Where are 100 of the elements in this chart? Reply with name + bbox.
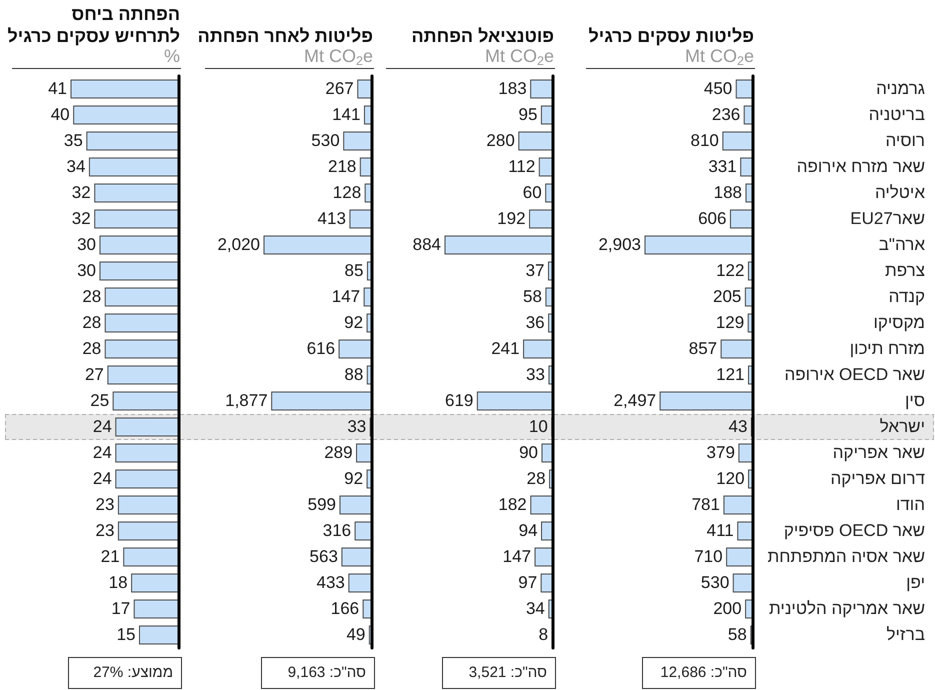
data-label: 147 <box>502 547 532 568</box>
data-label: 8 <box>538 625 548 646</box>
data-label: 563 <box>310 547 338 568</box>
data-label: 18 <box>108 573 128 594</box>
chart-subtitle: Mt CO$_{2}$e <box>304 44 373 68</box>
data-label: 35 <box>64 131 83 152</box>
text: סה"כ: 12,686 <box>660 664 747 682</box>
data-label: 36 <box>526 313 545 334</box>
data-label: 28 <box>82 339 102 360</box>
data-label: 15 <box>116 625 136 646</box>
data-label: 112 <box>508 157 536 178</box>
data-label: 120 <box>716 469 745 490</box>
data-label: 236 <box>712 105 740 126</box>
chart-subtitle: Mt CO$_{2}$e <box>684 46 754 68</box>
y-tick-label: קנדה <box>888 287 925 308</box>
y-tick-label: סין <box>905 391 925 412</box>
data-label: 379 <box>706 443 735 464</box>
data-label: 21 <box>100 547 120 568</box>
data-label: 10 <box>528 417 548 438</box>
data-label: 30 <box>77 261 96 282</box>
y-tick-label: צרפת <box>885 261 925 282</box>
text: סה"כ: 9,163 <box>288 664 366 682</box>
y-tick-label: דרום אפריקה <box>830 469 925 490</box>
y-tick-label: שאר מזרח אירופה <box>796 157 925 178</box>
data-label: 857 <box>688 339 718 360</box>
data-label: 32 <box>72 209 91 230</box>
data-label: 2,903 <box>598 235 641 256</box>
y-tick-label: יפן <box>906 573 925 594</box>
data-label: 58 <box>728 625 747 646</box>
data-label: 205 <box>713 287 742 308</box>
y-tick-label: ישראל <box>880 417 925 438</box>
y-tick-label: הודו <box>896 495 925 516</box>
data-label: 32 <box>72 183 91 204</box>
data-label: 85 <box>344 261 364 282</box>
data-label: 23 <box>96 495 114 516</box>
data-label: 37 <box>526 261 544 282</box>
data-label: 58 <box>523 287 542 308</box>
text: סה"כ: 3,521 <box>468 664 547 682</box>
data-label: 17 <box>111 599 130 620</box>
data-label: 2,020 <box>217 235 260 256</box>
data-label: 781 <box>692 495 720 516</box>
data-label: 28 <box>82 287 102 308</box>
data-label: 97 <box>518 573 538 594</box>
data-label: 710 <box>694 547 723 568</box>
chart-title: פוטנציאל הפחתה <box>412 24 554 47</box>
data-label: 413 <box>318 209 346 230</box>
data-label: 2,497 <box>614 391 656 412</box>
data-label: 147 <box>332 287 360 308</box>
y-tick-label: מזרח תיכון <box>850 339 925 360</box>
text: ממוצע: 27% <box>93 664 173 682</box>
data-label: 141 <box>332 105 360 126</box>
y-tick-label: שארEU27 <box>850 209 925 230</box>
data-label: 121 <box>716 365 744 386</box>
data-label: 94 <box>518 521 538 542</box>
data-label: 810 <box>690 131 719 152</box>
data-label: 616 <box>306 339 336 360</box>
data-label: 92 <box>344 469 364 490</box>
chart-title: פליטות לאחר הפחתה <box>198 24 373 47</box>
y-tick-label: גרמניה <box>876 79 925 100</box>
data-label: 218 <box>328 157 356 178</box>
data-label: 200 <box>713 599 742 620</box>
data-label: 331 <box>708 157 737 178</box>
y-tick-label: שאר אמריקה הלטינית <box>769 599 925 620</box>
chart-subtitle: % <box>164 44 180 67</box>
y-tick-label: שאר OECD פסיפיק <box>784 521 925 542</box>
data-label: 41 <box>48 79 67 100</box>
data-label: 450 <box>704 79 732 100</box>
data-label: 289 <box>324 443 353 464</box>
data-label: 192 <box>497 209 526 230</box>
data-label: 92 <box>344 313 364 334</box>
data-label: 316 <box>322 521 352 542</box>
data-label: 34 <box>526 599 545 620</box>
data-label: 530 <box>700 573 730 594</box>
data-label: 95 <box>518 105 538 126</box>
data-label: 33 <box>526 365 545 386</box>
data-label: 122 <box>716 261 744 282</box>
data-label: 267 <box>325 79 354 100</box>
data-label: 128 <box>332 183 362 204</box>
data-label: 43 <box>728 417 748 438</box>
data-label: 166 <box>330 599 360 620</box>
data-label: 49 <box>346 625 366 646</box>
data-label: 90 <box>519 443 538 464</box>
data-label: 280 <box>486 131 515 152</box>
data-label: 34 <box>66 157 86 178</box>
data-label: 129 <box>716 313 744 334</box>
chart-title: פליטות עסקים כרגיל <box>588 24 754 47</box>
data-label: 1,877 <box>225 391 268 412</box>
data-label: 25 <box>90 391 110 412</box>
y-tick-label: שאר אפריקה <box>832 443 925 464</box>
data-label: 433 <box>316 573 345 594</box>
y-tick-label: מקסיקו <box>873 313 925 334</box>
data-label: 24 <box>92 443 112 464</box>
data-label: 40 <box>50 105 70 126</box>
data-label: 24 <box>92 417 112 438</box>
chart-title: הפחתה ביחס לתרחיש עסקים כרגיל <box>8 2 180 47</box>
y-tick-label: ברזיל <box>886 625 925 646</box>
data-label: 619 <box>445 391 474 412</box>
data-label: 28 <box>526 469 546 490</box>
chart-subtitle: Mt CO$_{2}$e <box>484 44 554 68</box>
data-label: 23 <box>96 521 114 542</box>
